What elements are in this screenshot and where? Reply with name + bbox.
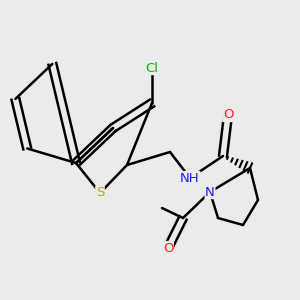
Text: NH: NH	[180, 172, 200, 184]
Text: N: N	[205, 185, 215, 199]
Text: Cl: Cl	[146, 61, 158, 74]
Text: O: O	[163, 242, 173, 254]
Text: O: O	[223, 109, 233, 122]
Text: S: S	[96, 187, 104, 200]
